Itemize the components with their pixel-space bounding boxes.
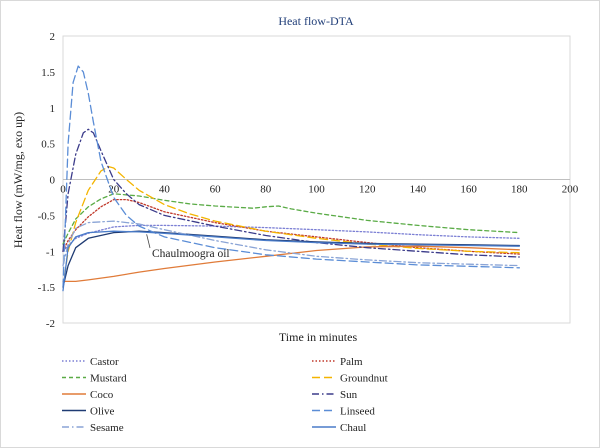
x-tick-label: 140: [410, 184, 427, 196]
x-tick-label: 20: [108, 184, 120, 196]
annotation: Chaulmoogra oil: [146, 234, 230, 260]
legend-label-sun: Sun: [340, 389, 358, 401]
y-tick-label: 1: [50, 103, 56, 115]
series-line-sun: [62, 128, 520, 258]
annotation-arrow: [146, 234, 151, 249]
series-line-mustard: [62, 193, 520, 245]
series-line-chaul: [62, 230, 520, 292]
x-tick-label: 40: [159, 184, 171, 196]
y-axis-title: Heat flow (mW/mg, exo up): [11, 112, 25, 248]
legend-label-groundnut: Groundnut: [340, 373, 388, 385]
series-line-linseed: [62, 65, 520, 288]
y-tick-label: -2: [46, 318, 55, 330]
x-tick-label: 100: [308, 184, 325, 196]
x-tick-label: 200: [562, 184, 579, 196]
x-tick-label: 80: [260, 184, 272, 196]
y-tick-label: 2: [50, 31, 56, 43]
y-tick-label: -1: [46, 246, 55, 258]
legend-label-coco: Coco: [90, 389, 114, 401]
legend-label-chaul: Chaul: [340, 422, 366, 434]
chart-title: Heat flow-DTA: [278, 14, 354, 28]
x-tick-label: 120: [359, 184, 376, 196]
series-line-olive: [62, 230, 520, 288]
annotation-label: Chaulmoogra oil: [152, 248, 230, 260]
legend-label-castor: Castor: [90, 356, 119, 368]
x-tick-label: 0: [60, 184, 66, 196]
legend-label-sesame: Sesame: [90, 422, 124, 434]
axes: 0 20 40 60 80 100 120 140 160 180 200-2-1.5-1-0.50…: [38, 31, 579, 330]
y-tick-label: 0.5: [41, 139, 55, 151]
x-tick-label: 160: [460, 184, 477, 196]
legend-label-mustard: Mustard: [90, 373, 127, 385]
x-axis-title: Time in minutes: [279, 330, 358, 344]
legend-label-linseed: Linseed: [340, 406, 375, 418]
series-line-coco: [62, 245, 520, 283]
y-tick-label: -1.5: [38, 282, 56, 294]
legend: Castor Palm Mustard Groundnut Coco Sun Olive Li…: [62, 356, 388, 434]
series-line-palm: [62, 198, 520, 255]
x-tick-label: 180: [511, 184, 528, 196]
series-line-castor: [62, 224, 520, 252]
series-lines: [62, 65, 520, 292]
y-tick-label: -0.5: [38, 210, 56, 222]
y-tick-label: 1.5: [41, 67, 55, 79]
x-tick-label: 60: [210, 184, 222, 196]
legend-label-olive: Olive: [90, 406, 115, 418]
legend-label-palm: Palm: [340, 356, 363, 368]
y-tick-label: 0: [50, 175, 56, 187]
